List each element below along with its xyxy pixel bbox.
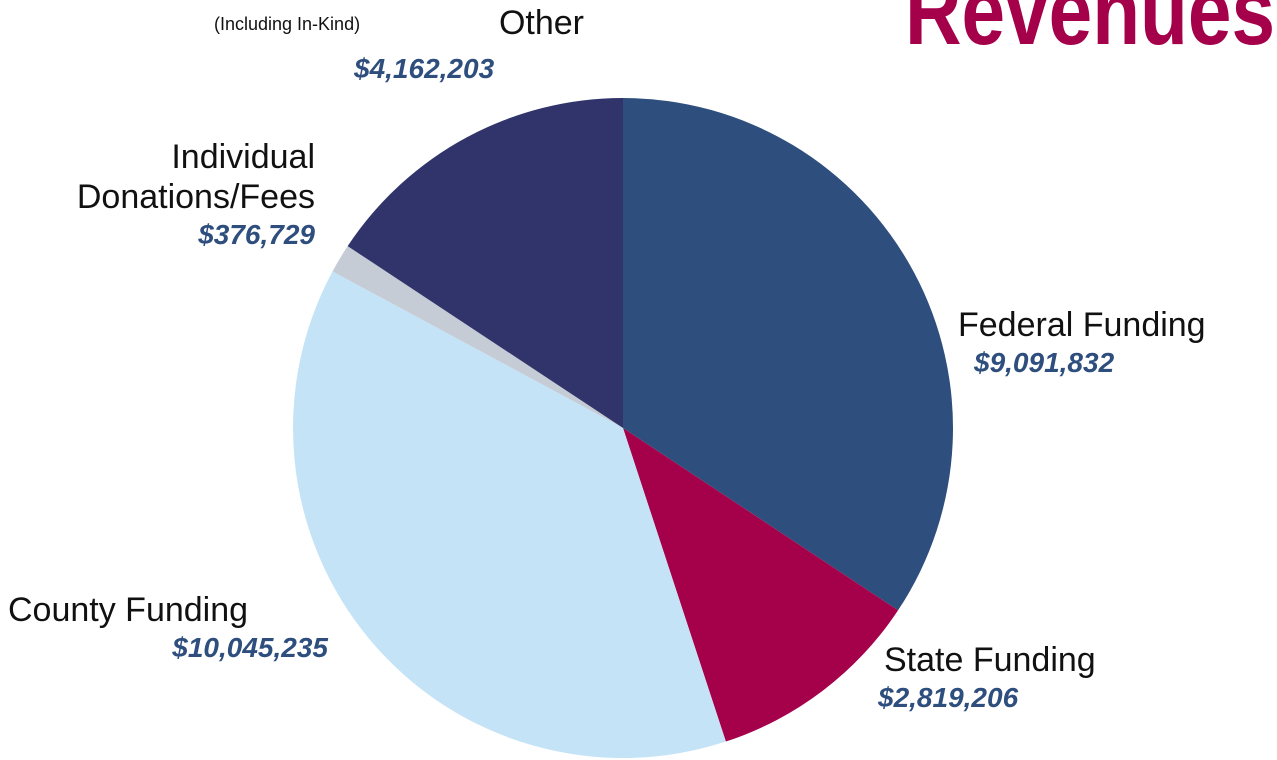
value-label: $376,729 — [198, 219, 315, 250]
chart-title: Revenues — [905, 0, 1275, 65]
slice-label: Individual Donations/Fees $376,729 — [5, 137, 315, 253]
annotation: (Including In-Kind) — [214, 14, 361, 34]
pie-slice — [293, 271, 726, 758]
category-label: County Funding — [8, 591, 249, 629]
category-label: State Funding — [884, 641, 1096, 679]
pie-slice — [623, 428, 899, 742]
category-label: Federal Funding — [958, 306, 1206, 344]
category-label: Other — [498, 4, 584, 42]
value-label: $10,045,235 — [172, 632, 328, 663]
slice-label: Other $4,162,203 — [354, 3, 584, 87]
value-label: $9,091,832 — [974, 347, 1115, 378]
pie-slice — [347, 98, 623, 428]
value-label: $4,162,203 — [354, 53, 495, 84]
slice-label: State Funding $2,819,206 — [878, 640, 1096, 716]
slice-label: Federal Funding $9,091,832 — [958, 305, 1206, 381]
pie-slice — [623, 98, 953, 611]
slice-label: County Funding $10,045,235 — [8, 590, 328, 666]
category-label: Individual Donations/Fees — [76, 138, 315, 216]
pie-slice — [332, 246, 623, 428]
value-label: $2,819,206 — [878, 682, 1019, 713]
